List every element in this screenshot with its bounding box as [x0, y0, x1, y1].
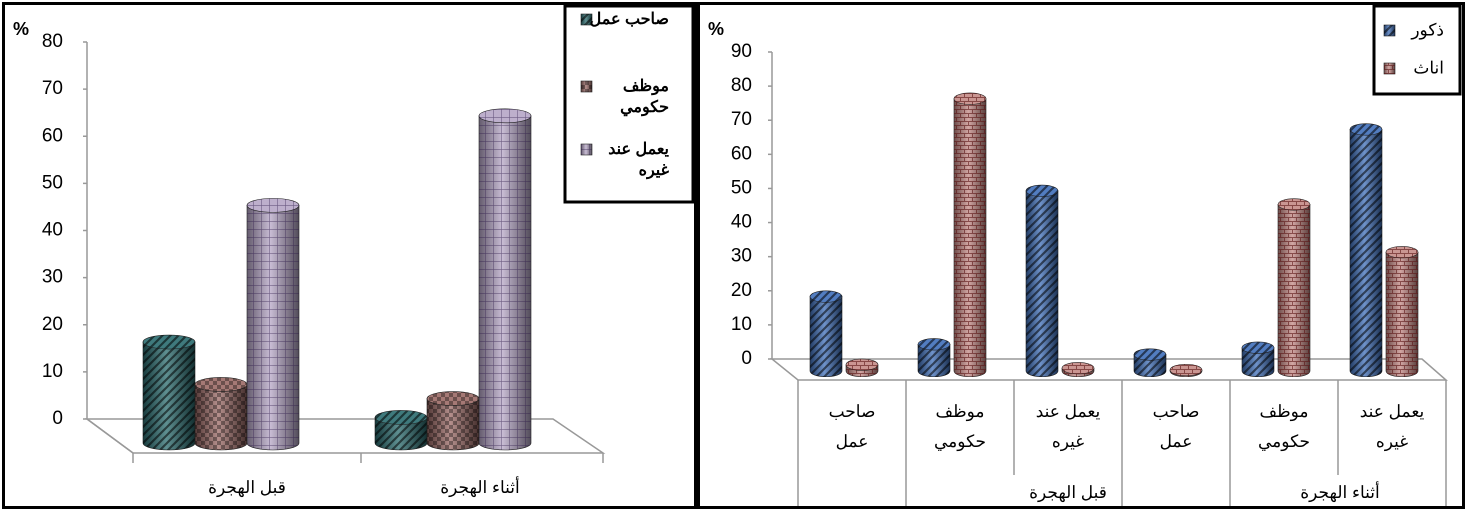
category-label: موظف [935, 402, 984, 422]
y-axis-label: % [708, 19, 724, 39]
legend-label: غيره [639, 162, 670, 180]
bar-5-0 [1349, 123, 1383, 378]
y-tick-label: 60 [42, 125, 63, 146]
y-tick-label: 70 [731, 109, 752, 130]
category-label: حكومي [1258, 432, 1310, 452]
legend-label: يعمل عند [608, 141, 669, 158]
y-tick-label: 20 [731, 280, 752, 301]
bar-2-1 [1061, 362, 1095, 378]
bar-0-0 [142, 334, 196, 451]
y-tick-label: 40 [42, 220, 63, 241]
y-tick-label: 50 [731, 177, 752, 198]
category-label: عمل [836, 432, 869, 451]
bar-4-1 [1277, 198, 1311, 378]
y-tick-label: 50 [42, 172, 63, 193]
category-label: صاحب [829, 402, 876, 421]
left-chart: 0 10 20 30 40 50 60 70 80% قبل الهجرة أثناء الهجرة… [13, 5, 694, 498]
bar-0-1 [194, 377, 248, 451]
bar-5-1 [1385, 246, 1419, 378]
category-label: يعمل عند [1036, 402, 1101, 421]
legend-label: اناث [1413, 58, 1444, 77]
category-label: موظف [1259, 402, 1308, 422]
bar-0-2 [246, 198, 300, 451]
group-label: قبل الهجرة [1029, 483, 1107, 503]
bar-2-0 [1025, 184, 1059, 378]
y-tick-label: 60 [731, 143, 752, 164]
category-label: صاحب [1153, 402, 1200, 421]
group-label: أثناء الهجرة [1300, 481, 1379, 503]
y-tick-label: 30 [42, 267, 63, 288]
bar-1-0 [917, 338, 951, 378]
category-label: يعمل عند [1360, 402, 1425, 421]
y-tick-label: 80 [731, 75, 752, 96]
legend-label: حكومي [620, 99, 669, 117]
bar-4-0 [1241, 341, 1275, 378]
right-chart-panel: 0 10 20 30 40 50 60 70 80 90% صاحب عمل موظف حكومي يعمل… [697, 2, 1465, 509]
legend-box [563, 5, 694, 204]
y-tick-label: 0 [741, 348, 752, 369]
right-chart: 0 10 20 30 40 50 60 70 80 90% صاحب عمل موظف حكومي يعمل… [708, 5, 1462, 506]
category-label: غيره [1376, 432, 1408, 452]
y-tick-label: 30 [731, 246, 752, 267]
bar-0-0 [809, 290, 843, 378]
left-chart-panel: 0 10 20 30 40 50 60 70 80% قبل الهجرة أثناء الهجرة… [2, 2, 697, 509]
y-tick-label: 10 [42, 361, 63, 382]
bar-1-1 [953, 92, 987, 378]
category-label: غيره [1052, 432, 1084, 452]
category-label: أثناء الهجرة [440, 476, 519, 498]
legend-label: موظف [623, 78, 669, 96]
bar-1-1 [426, 391, 480, 451]
category-label: قبل الهجرة [208, 478, 286, 498]
category-label: حكومي [934, 432, 986, 452]
category-label: عمل [1160, 432, 1193, 451]
bar-0-1 [845, 358, 879, 378]
bar-3-1 [1169, 363, 1203, 378]
y-tick-label: 70 [42, 78, 63, 99]
y-tick-label: 20 [42, 314, 63, 335]
y-tick-label: 90 [731, 41, 752, 62]
legend-label: ذكور [1410, 20, 1444, 40]
bar-1-0 [374, 410, 428, 451]
y-tick-label: 40 [731, 212, 752, 233]
legend-label: صاحب عمل [590, 11, 669, 28]
y-tick-label: 0 [52, 408, 63, 429]
bar-3-0 [1133, 348, 1167, 378]
legend-box [1372, 5, 1462, 96]
y-axis-label: % [13, 19, 29, 39]
bar-1-2 [478, 108, 532, 451]
y-tick-label: 10 [731, 314, 752, 335]
y-tick-label: 80 [42, 31, 63, 52]
